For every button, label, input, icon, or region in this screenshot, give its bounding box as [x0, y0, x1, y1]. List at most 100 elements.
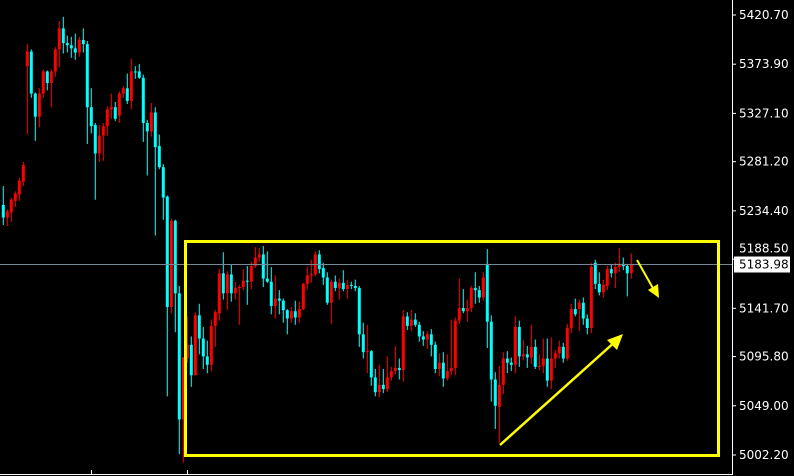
candle-body: [373, 377, 377, 393]
candle: [305, 267, 309, 290]
candle-body: [405, 316, 409, 326]
candle-body: [345, 284, 349, 290]
candle-body: [449, 367, 453, 372]
candle: [601, 279, 605, 298]
candle: [541, 338, 545, 374]
candle: [629, 253, 633, 279]
candle: [69, 36, 73, 58]
candle: [605, 265, 609, 291]
candle: [161, 163, 165, 220]
candle: [265, 251, 269, 283]
candle-body: [5, 211, 9, 218]
candle: [145, 119, 149, 176]
y-tick-label: 5281.20: [739, 155, 789, 169]
candle-body: [589, 267, 593, 328]
candle: [285, 309, 289, 335]
y-tick-label: 5327.10: [739, 106, 789, 120]
candle: [5, 209, 9, 227]
candle: [229, 264, 233, 302]
candle: [341, 270, 345, 292]
candle-body: [205, 356, 209, 365]
candle: [525, 345, 529, 368]
candle-body: [349, 284, 353, 286]
candle: [429, 329, 433, 357]
candle-body: [569, 309, 573, 328]
candle: [101, 122, 105, 161]
candle-body: [585, 318, 589, 328]
candle: [33, 92, 37, 141]
candle: [125, 73, 129, 105]
candle: [625, 263, 629, 297]
candle-body: [69, 45, 73, 49]
candle-body: [433, 344, 437, 369]
candle-body: [65, 43, 69, 46]
candle-body: [581, 302, 585, 319]
candle: [17, 177, 21, 201]
candle-body: [101, 126, 105, 136]
candle-body: [1, 204, 5, 218]
candle: [373, 368, 377, 397]
candle: [489, 315, 493, 402]
candle-body: [41, 71, 45, 94]
candle: [553, 350, 557, 368]
candle-body: [465, 308, 469, 312]
candle-body: [149, 112, 153, 132]
price-axis-ticks: 5420.70 5373.90 5327.10 5281.20 5234.40 …: [733, 8, 789, 462]
candle-body: [321, 268, 325, 278]
up-arrow-annotation-shaft: [499, 339, 618, 446]
candle: [377, 364, 381, 398]
candle-body: [89, 107, 93, 127]
candle: [29, 49, 33, 98]
candle-body: [109, 107, 113, 110]
candle-body: [57, 28, 61, 50]
candle: [361, 322, 365, 359]
candle-body: [17, 180, 21, 195]
candle-body: [517, 326, 521, 357]
candle: [277, 290, 281, 315]
candle-body: [253, 257, 257, 266]
candle-body: [605, 269, 609, 286]
candle: [149, 103, 153, 137]
candle: [133, 66, 137, 79]
y-tick-label: 5234.40: [739, 204, 789, 218]
candle-body: [453, 320, 457, 368]
candle-body: [445, 371, 449, 379]
candle: [573, 298, 577, 317]
candle-body: [553, 353, 557, 359]
candle: [109, 93, 113, 119]
candle: [189, 336, 193, 387]
candle: [349, 281, 353, 290]
y-tick-label: 5049.00: [739, 399, 789, 413]
candle-body: [53, 49, 57, 72]
candle: [337, 278, 341, 300]
candle: [65, 35, 69, 53]
candle-body: [97, 135, 101, 154]
candle-body: [513, 326, 517, 365]
candle-body: [437, 362, 441, 369]
candle-body: [161, 167, 165, 198]
candle-body: [145, 122, 149, 132]
candle: [93, 122, 97, 200]
candle: [557, 340, 561, 359]
candle: [169, 218, 173, 314]
candle: [585, 314, 589, 335]
candle: [589, 262, 593, 334]
candle: [357, 285, 361, 347]
candle: [353, 279, 357, 292]
candle-body: [441, 362, 445, 379]
candle: [9, 197, 13, 222]
candle: [461, 289, 465, 314]
candle-body: [85, 44, 89, 108]
candle: [497, 365, 501, 443]
candle-body: [141, 77, 145, 123]
candle: [141, 74, 145, 142]
candle-body: [21, 165, 25, 182]
candle: [185, 316, 189, 363]
candle-body: [549, 358, 553, 381]
candle: [569, 303, 573, 334]
candle-body: [193, 315, 197, 376]
candle: [549, 337, 553, 389]
candle-body: [401, 316, 405, 371]
candle: [73, 33, 77, 60]
